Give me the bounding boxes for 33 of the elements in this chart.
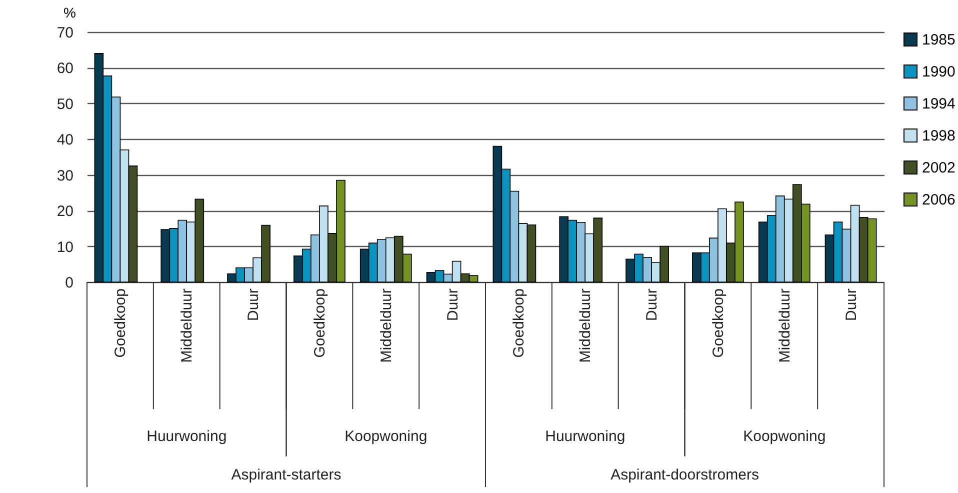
x-tick-label: Middelduur — [577, 288, 594, 363]
text: Aspirant-starters — [231, 466, 342, 484]
y-tick-label: 10 — [56, 238, 74, 256]
y-tick-label: 0 — [65, 274, 74, 292]
x-tick-label: Middelduur — [178, 288, 196, 363]
legend-label: 1990 — [922, 64, 956, 80]
x-tick-label: Duur — [842, 288, 860, 322]
x-tick-label: Goedkoop — [710, 288, 727, 358]
x-tick-label: Duur — [444, 288, 462, 322]
x-tick-label: Goedkoop — [510, 288, 528, 358]
x-tick-label: Middelduur — [776, 288, 794, 363]
y-tick-label: 30 — [56, 167, 74, 184]
text: Koopwoning — [344, 428, 428, 445]
y-tick-label: 60 — [56, 60, 74, 78]
legend-label: 2006 — [922, 192, 956, 208]
x-tick-label: Goedkoop — [311, 288, 328, 358]
x-tick-label: Duur — [644, 288, 661, 322]
legend-label: 1985 — [922, 32, 956, 48]
text: Huurwoning — [545, 428, 626, 445]
legend-label: 2002 — [922, 160, 956, 176]
legend-label: 1998 — [922, 128, 956, 144]
legend-label: 1994 — [922, 96, 956, 112]
y-tick-label: 70 — [56, 24, 74, 42]
x-tick-label: Duur — [245, 288, 262, 322]
text: Aspirant-doorstromers — [610, 466, 759, 484]
x-tick-label: Goedkoop — [112, 288, 130, 358]
y-tick-label: 20 — [56, 203, 74, 220]
text: Huurwoning — [146, 428, 227, 445]
y-tick-label: 40 — [56, 132, 74, 149]
y-tick-label: 50 — [56, 96, 74, 113]
y-axis-title: % — [64, 4, 76, 20]
x-tick-label: Middelduur — [378, 288, 395, 363]
text: Koopwoning — [743, 428, 826, 445]
